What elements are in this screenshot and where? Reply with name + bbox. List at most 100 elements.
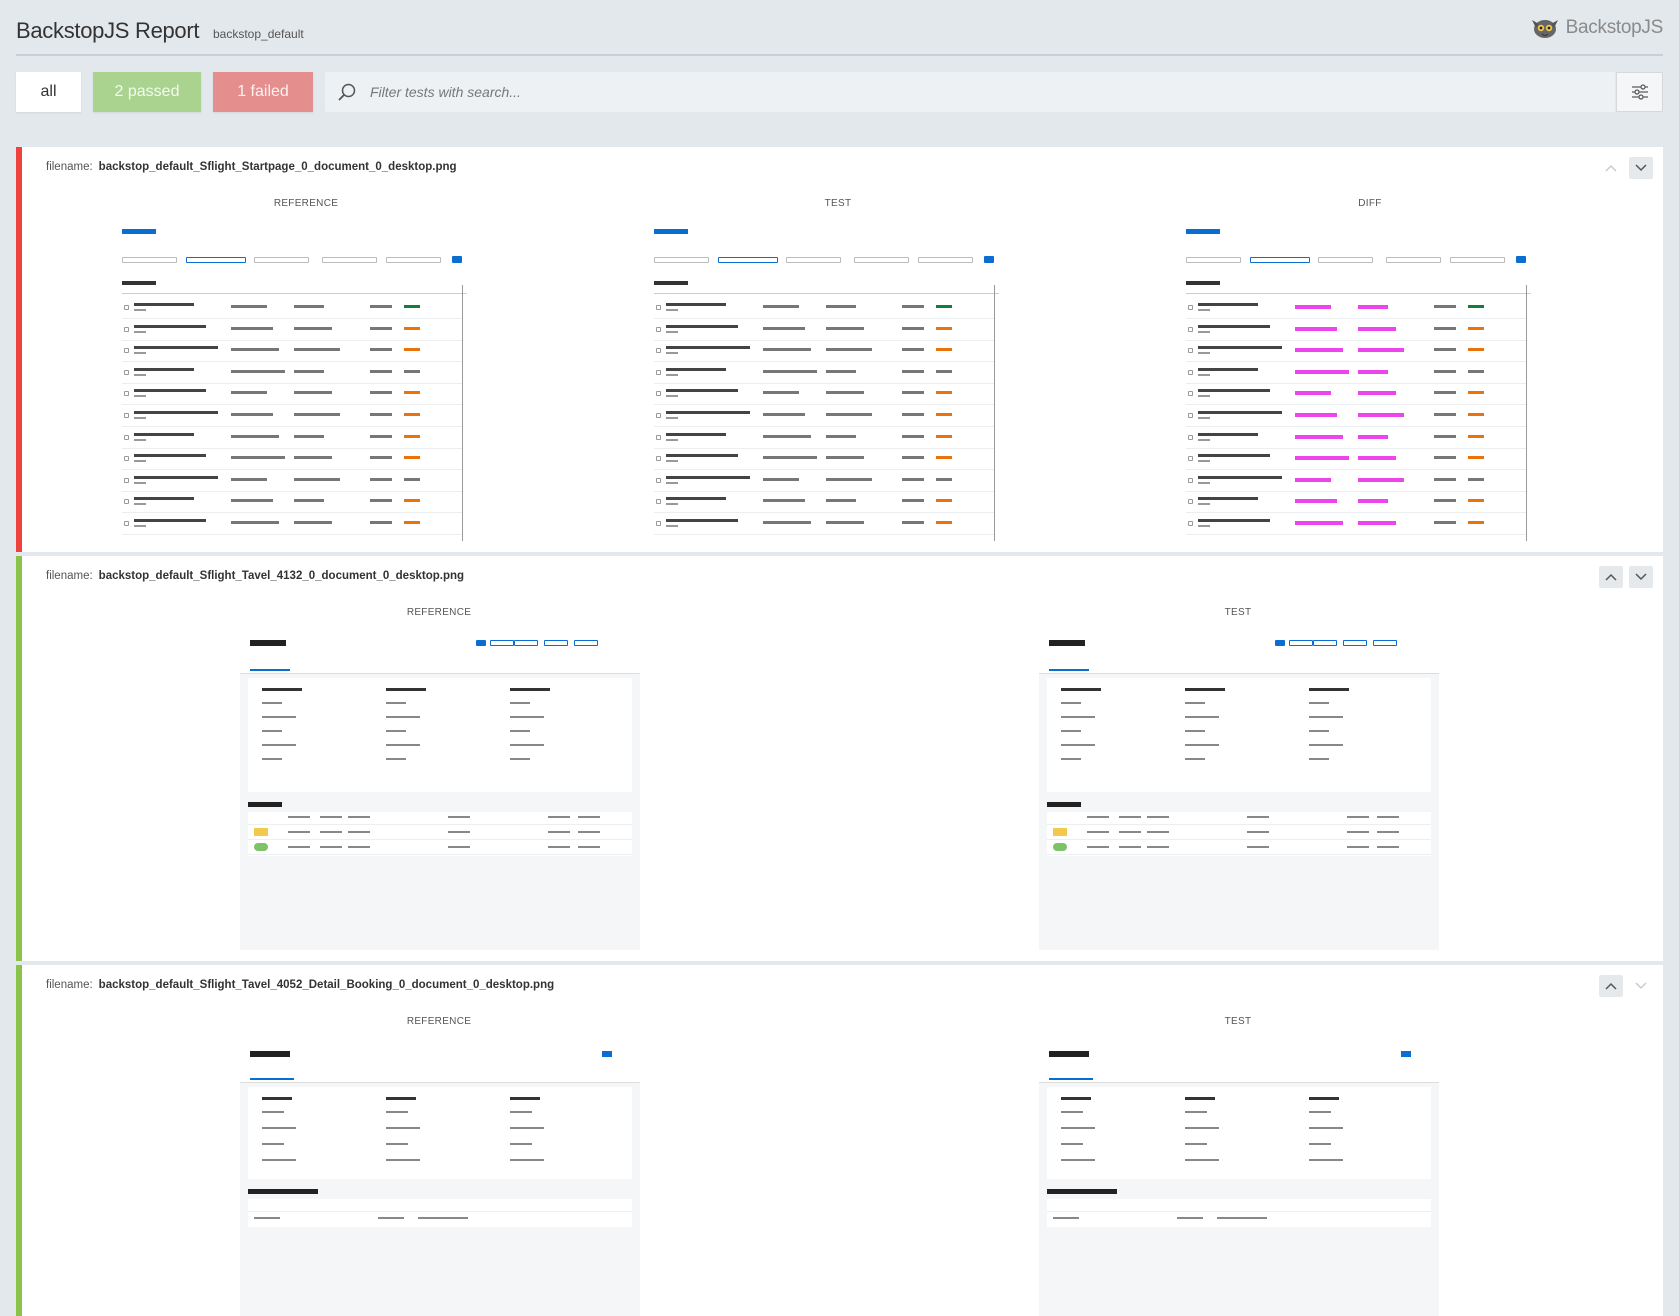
thumbnail-text xyxy=(902,456,924,460)
thumbnail-page xyxy=(1178,221,1576,541)
thumbnail-checkbox xyxy=(656,391,661,397)
thumbnail-input xyxy=(786,257,841,263)
thumbnail-text xyxy=(134,475,218,479)
thumbnail-text xyxy=(1377,846,1399,848)
thumbnail-checkbox xyxy=(656,348,661,354)
thumbnail-text xyxy=(448,846,470,848)
thumbnail-text xyxy=(666,324,738,328)
test-image[interactable] xyxy=(646,221,1044,541)
thumbnail-button xyxy=(1275,640,1285,646)
previous-test-button[interactable] xyxy=(1599,157,1623,179)
thumbnail-divider xyxy=(654,339,994,341)
thumbnail-divider xyxy=(248,854,632,855)
thumbnail-text xyxy=(1061,1159,1095,1161)
previous-test-button[interactable] xyxy=(1599,975,1623,997)
thumbnail-input xyxy=(1450,257,1505,263)
settings-button[interactable] xyxy=(1616,72,1663,112)
thumbnail-text xyxy=(1185,1127,1219,1129)
thumbnail-text xyxy=(1185,1143,1207,1145)
thumbnail-tab xyxy=(250,1078,294,1080)
thumbnail-button xyxy=(1343,640,1367,646)
thumbnail-text xyxy=(763,391,799,395)
reference-image[interactable] xyxy=(240,1039,640,1316)
thumbnail-text xyxy=(348,846,370,848)
thumbnail-text xyxy=(134,438,146,441)
thumbnail-text xyxy=(1434,348,1456,352)
thumbnail-text xyxy=(826,456,864,460)
next-test-button[interactable] xyxy=(1629,566,1653,588)
thumbnail-button xyxy=(476,640,486,646)
thumbnail-text xyxy=(666,454,738,458)
thumbnail-text xyxy=(1198,373,1210,376)
thumbnail-text xyxy=(763,521,811,524)
diff-image[interactable] xyxy=(1178,221,1576,541)
thumbnail-text xyxy=(1185,1159,1219,1161)
thumbnail-text xyxy=(666,309,678,311)
thumbnail-text xyxy=(1147,831,1169,833)
thumbnail-text xyxy=(763,456,817,460)
thumbnail-text xyxy=(826,521,864,524)
thumbnail-text xyxy=(902,305,924,308)
test-image[interactable] xyxy=(1039,1039,1439,1316)
thumbnail-status xyxy=(936,391,952,395)
thumbnail-text xyxy=(1198,503,1210,506)
thumbnail-text xyxy=(1047,802,1081,807)
thumbnail-text xyxy=(1119,846,1141,848)
thumbnail-text xyxy=(231,477,267,481)
thumbnail-text xyxy=(294,521,332,524)
reference-image[interactable] xyxy=(240,630,640,950)
thumbnail-input xyxy=(1250,257,1310,263)
thumbnail-text xyxy=(134,454,206,458)
thumbnail-text xyxy=(902,434,924,438)
thumbnail-diff-mark xyxy=(1295,369,1349,374)
thumbnail-button xyxy=(544,640,568,646)
thumbnail-text xyxy=(370,348,392,352)
thumbnail-diff-mark xyxy=(1358,456,1396,461)
thumbnail-text xyxy=(1198,395,1210,398)
thumbnail-text xyxy=(1198,303,1258,306)
thumbnail-checkbox xyxy=(124,348,129,354)
thumbnail-status xyxy=(404,499,420,503)
thumbnail-text xyxy=(386,1159,420,1161)
previous-test-button[interactable] xyxy=(1599,566,1623,588)
thumbnail-text xyxy=(1047,1189,1117,1194)
thumbnail-text xyxy=(288,816,310,818)
thumbnail-text xyxy=(134,503,146,506)
thumbnail-divider xyxy=(122,382,462,384)
thumbnail-text xyxy=(826,369,856,373)
filter-passed-button[interactable]: 2 passed xyxy=(93,72,201,112)
thumbnail-text xyxy=(1309,744,1343,746)
thumbnail-status xyxy=(936,305,952,308)
thumbnail-checkbox xyxy=(1188,456,1193,462)
search-input[interactable] xyxy=(370,84,1570,100)
thumbnail-input xyxy=(386,257,441,263)
next-test-button[interactable] xyxy=(1629,975,1653,997)
thumbnail-status xyxy=(1468,521,1484,524)
reference-image[interactable] xyxy=(114,221,512,541)
thumbnail-text xyxy=(902,477,924,481)
thumbnail-text xyxy=(231,499,273,503)
thumbnail-status xyxy=(404,305,420,308)
filter-failed-button[interactable]: 1 failed xyxy=(213,72,313,112)
thumbnail-text xyxy=(294,413,340,416)
thumbnail-text xyxy=(134,497,194,501)
thumbnail-text xyxy=(666,373,678,376)
thumbnail-text xyxy=(826,499,856,503)
thumbnail-text xyxy=(510,1097,540,1100)
filter-all-button[interactable]: all xyxy=(16,72,81,112)
thumbnail-page xyxy=(1039,630,1439,950)
thumbnail-text xyxy=(1147,816,1169,818)
chevron-down-icon xyxy=(1635,164,1647,172)
next-test-button[interactable] xyxy=(1629,157,1653,179)
thumbnail-text xyxy=(134,417,146,419)
thumbnail-text xyxy=(666,438,678,441)
test-image[interactable] xyxy=(1039,630,1439,950)
thumbnail-text xyxy=(578,846,600,848)
thumbnail-text xyxy=(510,758,530,760)
thumbnail-text xyxy=(1185,744,1219,746)
thumbnail-checkbox xyxy=(124,499,129,505)
thumbnail-text xyxy=(1309,1127,1343,1129)
thumbnail-text xyxy=(1061,688,1101,691)
thumbnail-text xyxy=(370,369,392,373)
thumbnail-text xyxy=(1198,481,1210,484)
